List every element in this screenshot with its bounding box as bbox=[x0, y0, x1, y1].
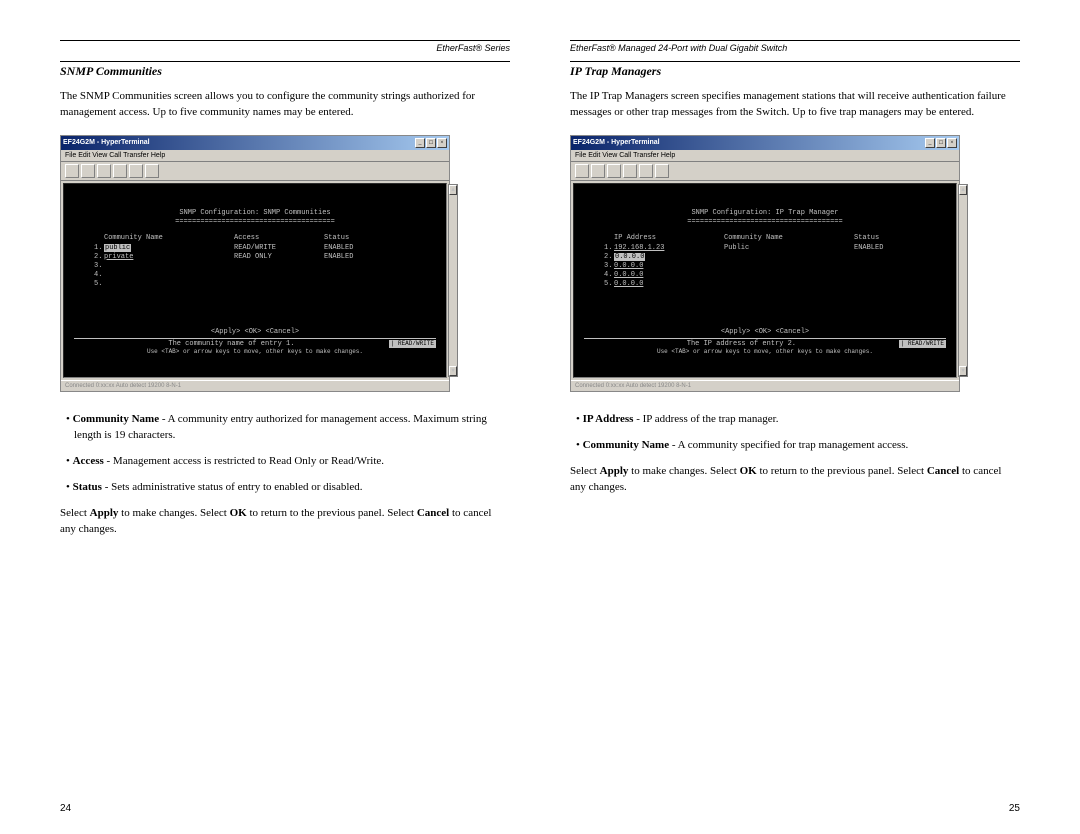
intro-paragraph: The SNMP Communities screen allows you t… bbox=[60, 89, 510, 121]
status-msg: The community name of entry 1. bbox=[74, 340, 389, 348]
toolbar-icon bbox=[145, 164, 159, 178]
term-headers: IP Address Community Name Status bbox=[584, 234, 946, 242]
term-row: 2.0.0.0.0 bbox=[584, 253, 946, 261]
term-row: 1.publicREAD/WRITEENABLED bbox=[74, 244, 436, 252]
toolbar-icon bbox=[575, 164, 589, 178]
status-right: | READ/WRITE bbox=[389, 340, 436, 348]
statusbar: Connected 0:xx:xx Auto detect 19200 8-N-… bbox=[61, 380, 449, 391]
col-header: Access bbox=[234, 234, 324, 242]
status-msg: The IP address of entry 2. bbox=[584, 340, 899, 348]
terminal-screenshot-left: EF24G2M - HyperTerminal _ □ × File Edit … bbox=[60, 135, 450, 392]
terminal-screenshot-right: EF24G2M - HyperTerminal _ □ × File Edit … bbox=[570, 135, 960, 392]
header-text-right: EtherFast® Managed 24-Port with Dual Gig… bbox=[570, 43, 1020, 53]
left-page: EtherFast® Series SNMP Communities The S… bbox=[60, 40, 510, 804]
col-header: Community Name bbox=[104, 234, 234, 242]
term-underline: ====================================== bbox=[74, 218, 436, 226]
term-hint: Use <TAB> or arrow keys to move, other k… bbox=[584, 348, 946, 355]
section-title: SNMP Communities bbox=[60, 64, 510, 79]
header-text-left: EtherFast® Series bbox=[60, 43, 510, 53]
scrollbar: ▲ ▼ bbox=[958, 184, 968, 377]
menubar: File Edit View Call Transfer Help bbox=[61, 150, 449, 162]
maximize-icon: □ bbox=[426, 138, 436, 148]
term-title: SNMP Configuration: IP Trap Manager bbox=[584, 209, 946, 217]
menubar: File Edit View Call Transfer Help bbox=[571, 150, 959, 162]
toolbar-icon bbox=[97, 164, 111, 178]
right-page: EtherFast® Managed 24-Port with Dual Gig… bbox=[570, 40, 1020, 804]
page-number: 25 bbox=[1009, 803, 1020, 814]
header-rule2 bbox=[570, 61, 1020, 62]
close-icon: × bbox=[437, 138, 447, 148]
toolbar-icon bbox=[655, 164, 669, 178]
bullet-item: Access - Management access is restricted… bbox=[60, 454, 510, 470]
scroll-down-icon: ▼ bbox=[959, 366, 967, 376]
scroll-up-icon: ▲ bbox=[449, 185, 457, 195]
minimize-icon: _ bbox=[415, 138, 425, 148]
term-row: 3.0.0.0.0 bbox=[584, 262, 946, 270]
bullet-item: Community Name - A community entry autho… bbox=[60, 412, 510, 444]
col-header: Community Name bbox=[724, 234, 854, 242]
toolbar-icon bbox=[81, 164, 95, 178]
scroll-up-icon: ▲ bbox=[959, 185, 967, 195]
section-title: IP Trap Managers bbox=[570, 64, 1020, 79]
toolbar-icon bbox=[129, 164, 143, 178]
term-title: SNMP Configuration: SNMP Communities bbox=[74, 209, 436, 217]
terminal-body: SNMP Configuration: SNMP Communities ===… bbox=[63, 183, 447, 378]
col-header: Status bbox=[854, 234, 879, 242]
term-row: 5. bbox=[74, 280, 436, 288]
titlebar: EF24G2M - HyperTerminal _ □ × bbox=[571, 136, 959, 150]
scrollbar: ▲ ▼ bbox=[448, 184, 458, 377]
scroll-down-icon: ▼ bbox=[449, 366, 457, 376]
toolbar bbox=[571, 162, 959, 181]
minimize-icon: _ bbox=[925, 138, 935, 148]
header-rule bbox=[570, 40, 1020, 41]
term-actions: <Apply> <OK> <Cancel> bbox=[74, 328, 436, 336]
page-number: 24 bbox=[60, 803, 71, 814]
term-row: 5.0.0.0.0 bbox=[584, 280, 946, 288]
outro-paragraph: Select Apply to make changes. Select OK … bbox=[60, 506, 510, 538]
window-buttons: _ □ × bbox=[925, 138, 957, 148]
term-row: 2.privateREAD ONLYENABLED bbox=[74, 253, 436, 261]
col-header: Status bbox=[324, 234, 349, 242]
toolbar bbox=[61, 162, 449, 181]
term-row: 4. bbox=[74, 271, 436, 279]
toolbar-icon bbox=[639, 164, 653, 178]
term-underline: ===================================== bbox=[584, 218, 946, 226]
toolbar-icon bbox=[65, 164, 79, 178]
titlebar-text: EF24G2M - HyperTerminal bbox=[573, 139, 660, 146]
term-row: 4.0.0.0.0 bbox=[584, 271, 946, 279]
titlebar: EF24G2M - HyperTerminal _ □ × bbox=[61, 136, 449, 150]
term-actions: <Apply> <OK> <Cancel> bbox=[584, 328, 946, 336]
bullet-item: Community Name - A community specified f… bbox=[570, 438, 1020, 454]
term-row: 1.192.168.1.23PublicENABLED bbox=[584, 244, 946, 252]
toolbar-icon bbox=[591, 164, 605, 178]
terminal-body: SNMP Configuration: IP Trap Manager ====… bbox=[573, 183, 957, 378]
status-right: | READ/WRITE bbox=[899, 340, 946, 348]
col-header: IP Address bbox=[614, 234, 724, 242]
header-rule bbox=[60, 40, 510, 41]
titlebar-text: EF24G2M - HyperTerminal bbox=[63, 139, 150, 146]
window-buttons: _ □ × bbox=[415, 138, 447, 148]
term-row: 3. bbox=[74, 262, 436, 270]
term-status: The community name of entry 1. | READ/WR… bbox=[74, 338, 436, 355]
toolbar-icon bbox=[113, 164, 127, 178]
intro-paragraph: The IP Trap Managers screen specifies ma… bbox=[570, 89, 1020, 121]
maximize-icon: □ bbox=[936, 138, 946, 148]
term-hint: Use <TAB> or arrow keys to move, other k… bbox=[74, 348, 436, 355]
statusbar: Connected 0:xx:xx Auto detect 19200 8-N-… bbox=[571, 380, 959, 391]
bullet-item: IP Address - IP address of the trap mana… bbox=[570, 412, 1020, 428]
outro-paragraph: Select Apply to make changes. Select OK … bbox=[570, 464, 1020, 496]
toolbar-icon bbox=[623, 164, 637, 178]
close-icon: × bbox=[947, 138, 957, 148]
bullet-item: Status - Sets administrative status of e… bbox=[60, 480, 510, 496]
term-status: The IP address of entry 2. | READ/WRITE … bbox=[584, 338, 946, 355]
header-rule2 bbox=[60, 61, 510, 62]
term-headers: Community Name Access Status bbox=[74, 234, 436, 242]
toolbar-icon bbox=[607, 164, 621, 178]
